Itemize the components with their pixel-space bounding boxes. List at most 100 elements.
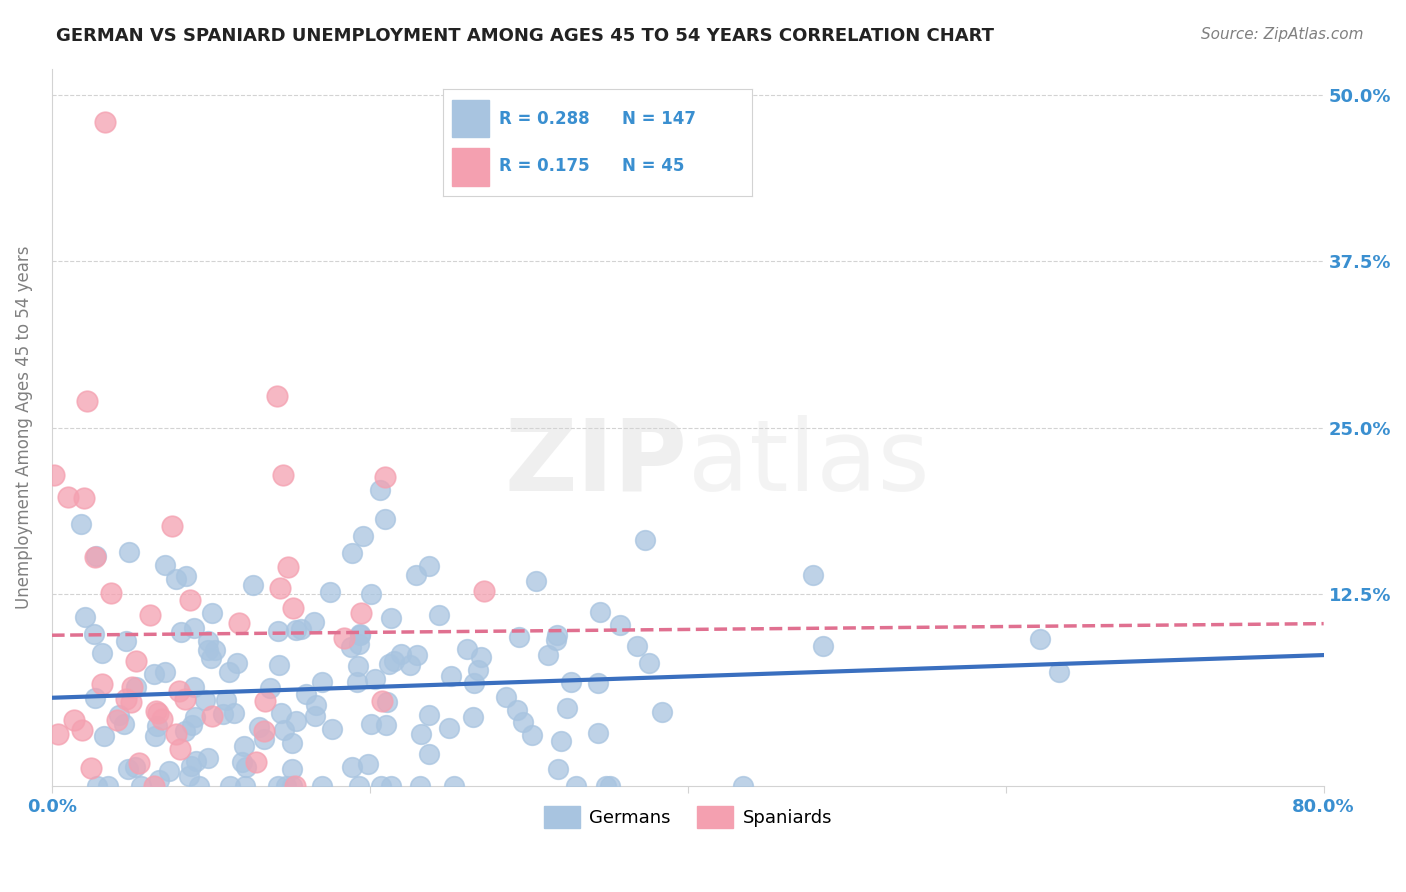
Point xyxy=(200,651,222,665)
Point xyxy=(1047,665,1070,680)
Point xyxy=(547,763,569,777)
Point xyxy=(311,674,333,689)
Text: R = 0.288: R = 0.288 xyxy=(499,111,589,128)
Point xyxy=(801,568,824,582)
Point xyxy=(183,680,205,694)
Point xyxy=(360,717,382,731)
Point xyxy=(91,676,114,690)
Point xyxy=(333,631,356,645)
Point xyxy=(253,731,276,746)
Point xyxy=(266,624,288,639)
Point xyxy=(174,723,197,738)
Point xyxy=(165,572,187,586)
Point xyxy=(218,665,240,680)
Point xyxy=(350,606,373,620)
Point xyxy=(93,729,115,743)
Point xyxy=(115,692,138,706)
Point xyxy=(180,759,202,773)
Point xyxy=(83,627,105,641)
Point xyxy=(219,780,242,794)
Point xyxy=(75,610,97,624)
Point xyxy=(399,657,422,672)
Point xyxy=(811,640,834,654)
Point xyxy=(259,681,281,696)
Point xyxy=(537,648,560,662)
Point xyxy=(271,468,294,483)
Point xyxy=(197,633,219,648)
Point xyxy=(595,780,617,794)
Point xyxy=(148,706,170,720)
Point xyxy=(83,550,105,565)
Point xyxy=(167,683,190,698)
Point xyxy=(280,780,302,794)
Point xyxy=(520,729,543,743)
Point xyxy=(76,394,98,409)
Text: R = 0.175: R = 0.175 xyxy=(499,157,589,175)
Point xyxy=(555,700,578,714)
Point xyxy=(228,616,250,631)
Point xyxy=(586,675,609,690)
Point xyxy=(197,643,219,657)
Point xyxy=(174,568,197,582)
Point xyxy=(269,657,291,672)
Point xyxy=(211,707,233,722)
Point xyxy=(281,737,304,751)
Legend: Germans, Spaniards: Germans, Spaniards xyxy=(536,798,839,835)
Point xyxy=(201,709,224,723)
Point xyxy=(370,780,392,794)
Point xyxy=(94,114,117,128)
Point xyxy=(378,657,401,672)
Point xyxy=(408,780,430,794)
Point xyxy=(609,618,631,632)
Point xyxy=(290,622,312,636)
Point xyxy=(235,760,257,774)
Point xyxy=(349,780,371,794)
Point xyxy=(253,723,276,738)
Point xyxy=(461,709,484,723)
Point xyxy=(242,578,264,592)
Point xyxy=(270,706,292,720)
Point xyxy=(305,698,328,713)
Point xyxy=(374,718,396,732)
Point xyxy=(626,639,648,653)
Point xyxy=(266,389,288,403)
Point xyxy=(349,637,371,651)
Point xyxy=(84,690,107,705)
Point xyxy=(183,621,205,635)
Point xyxy=(128,756,150,771)
Point xyxy=(222,706,245,720)
Point xyxy=(105,713,128,727)
Point xyxy=(340,640,363,654)
Point xyxy=(142,780,165,794)
Point xyxy=(232,739,254,753)
Point xyxy=(495,690,517,704)
Point xyxy=(153,558,176,573)
Point xyxy=(139,607,162,622)
Point xyxy=(550,734,572,748)
Point xyxy=(349,627,371,641)
Point xyxy=(374,469,396,483)
Point xyxy=(472,584,495,599)
Point xyxy=(215,693,238,707)
Point xyxy=(107,707,129,722)
Point xyxy=(269,581,291,595)
Point xyxy=(463,675,485,690)
Point xyxy=(115,634,138,648)
Point xyxy=(544,632,567,647)
Point xyxy=(112,716,135,731)
Point xyxy=(162,519,184,533)
Point xyxy=(187,780,209,794)
Point xyxy=(150,712,173,726)
Point xyxy=(226,656,249,670)
Point xyxy=(1029,632,1052,646)
Point xyxy=(153,665,176,679)
Point xyxy=(634,533,657,547)
Point xyxy=(638,656,661,670)
Point xyxy=(284,714,307,728)
Text: atlas: atlas xyxy=(688,415,929,512)
Point xyxy=(125,680,148,694)
Point xyxy=(70,516,93,531)
Point xyxy=(124,760,146,774)
Point xyxy=(418,747,440,761)
Point xyxy=(97,780,120,794)
